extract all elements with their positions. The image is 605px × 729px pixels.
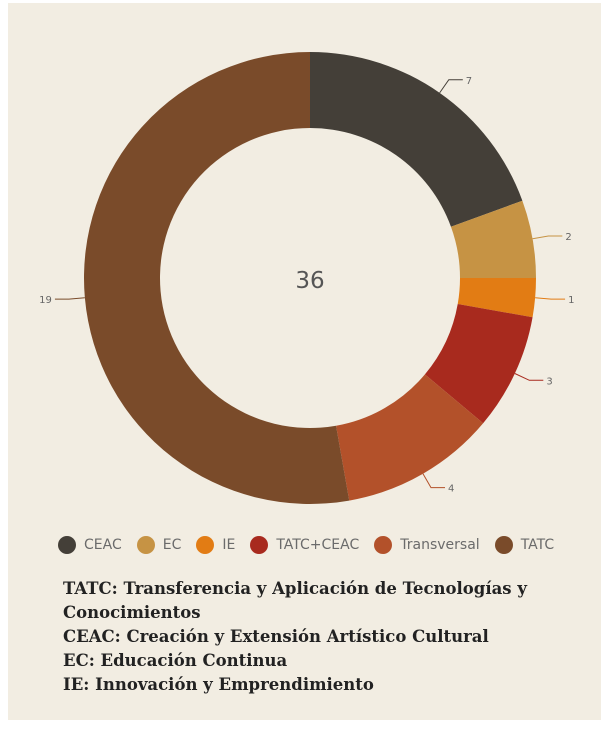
slice-value-label: 4 [448, 484, 454, 495]
legend-swatch [374, 536, 393, 554]
slice-tatc-ceac[interactable] [424, 304, 533, 424]
abbreviation-notes: TATC: Transferencia y Aplicación de Tecn… [63, 577, 603, 697]
legend-item-tatc-ceac[interactable]: TATC+CEAC [250, 536, 359, 554]
legend-item-ie[interactable]: IE [196, 536, 235, 554]
chart-card: 7 2 1 3 4 19 36 CEAC EC IE TATC+CEAC Transversal T… [8, 3, 601, 720]
legend-label: Transversal [400, 537, 480, 553]
leader-line [535, 297, 566, 300]
note-ec: EC: Educación Continua [63, 651, 288, 670]
legend-swatch [494, 536, 513, 554]
legend-swatch [136, 536, 155, 554]
slice-ceac[interactable] [310, 52, 523, 227]
legend-label: EC [162, 537, 182, 553]
slice-tatc[interactable] [84, 52, 350, 504]
slice-transversal[interactable] [336, 374, 484, 501]
donut-chart: 7 2 1 3 4 19 36 [39, 52, 574, 504]
slice-value-label: 7 [466, 76, 472, 87]
slices-group [84, 52, 536, 504]
legend-item-transversal[interactable]: Transversal [374, 536, 480, 554]
legend-label: CEAC [84, 537, 122, 553]
slice-value-label: 2 [565, 232, 571, 243]
leader-line [532, 235, 563, 240]
legend-swatch [58, 536, 76, 554]
leader-line [514, 373, 544, 381]
legend: CEAC EC IE TATC+CEAC Transversal TATC [58, 533, 578, 557]
note-ceac: CEAC: Creación y Extensión Artístico Cul… [63, 627, 489, 646]
center-total-label: 36 [295, 268, 324, 294]
leader-line [422, 473, 445, 489]
legend-item-ec[interactable]: EC [136, 536, 182, 554]
legend-item-ceac[interactable]: CEAC [58, 536, 122, 554]
leader-line [439, 79, 463, 94]
slice-value-label: 3 [546, 376, 552, 387]
legend-item-tatc[interactable]: TATC [494, 536, 555, 554]
legend-label: TATC+CEAC [276, 537, 360, 553]
note-tatc: TATC: Transferencia y Aplicación de Tecn… [63, 579, 527, 622]
slice-value-label: 19 [39, 295, 52, 306]
leader-lines-group: 7 2 1 3 4 19 [39, 76, 574, 495]
legend-swatch [250, 536, 269, 554]
legend-swatch [196, 536, 215, 554]
legend-label: IE [222, 537, 236, 553]
slice-ie[interactable] [457, 278, 536, 318]
note-ie: IE: Innovación y Emprendimiento [63, 675, 374, 694]
slice-value-label: 1 [568, 295, 574, 306]
slice-ec[interactable] [450, 200, 536, 278]
leader-line [54, 297, 85, 300]
legend-label: TATC [520, 537, 555, 553]
